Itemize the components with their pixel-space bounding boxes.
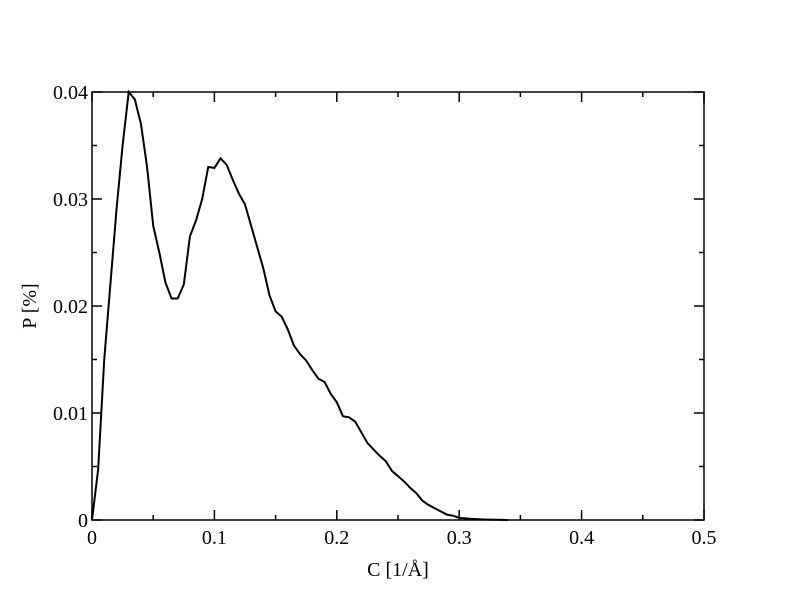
- x-tick-label: 0.1: [202, 527, 227, 549]
- y-tick-label: 0.01: [53, 403, 88, 425]
- x-tick-label: 0.4: [569, 527, 594, 549]
- y-axis-label: P [%]: [19, 283, 41, 328]
- x-tick-label: 0.2: [324, 527, 349, 549]
- x-tick-label: 0: [87, 527, 97, 549]
- x-axis-label: C [1/Å]: [367, 559, 429, 581]
- data-line: [91, 89, 509, 521]
- x-tick-label: 0.5: [692, 527, 717, 549]
- plot-frame: [91, 91, 705, 521]
- y-tick-label: 0.03: [53, 189, 88, 211]
- y-tick-label: 0: [78, 510, 88, 532]
- x-tick-label: 0.3: [447, 527, 472, 549]
- y-tick-label: 0.04: [53, 82, 88, 104]
- y-tick-label: 0.02: [53, 296, 88, 318]
